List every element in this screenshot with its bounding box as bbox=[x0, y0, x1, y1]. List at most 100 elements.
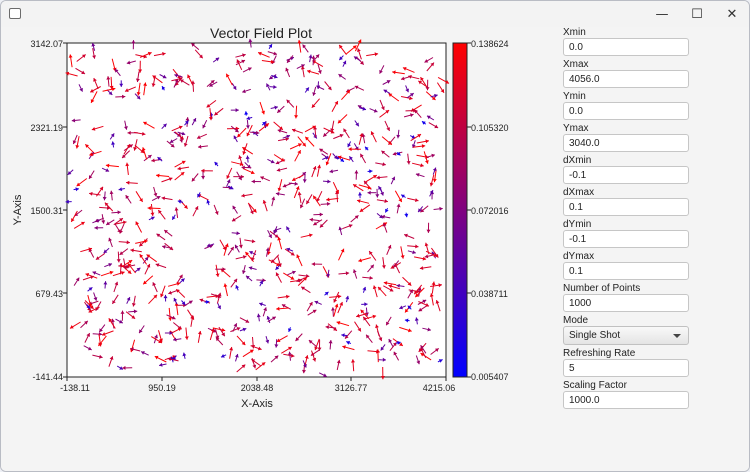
vector-arrow-head bbox=[259, 280, 263, 285]
vector-arrow-head bbox=[340, 248, 345, 253]
vector-arrow-head bbox=[393, 351, 398, 356]
dymin-field[interactable]: -0.1 bbox=[563, 230, 689, 248]
vector-arrow-head bbox=[363, 316, 367, 321]
ymin-field[interactable]: 0.0 bbox=[563, 102, 689, 120]
vector-arrow-head bbox=[355, 122, 359, 127]
vector-arrow-head bbox=[177, 166, 181, 171]
vector-arrow-head bbox=[432, 167, 437, 172]
vector-arrow-head bbox=[413, 108, 417, 113]
vector-arrow-head bbox=[178, 125, 183, 130]
scaling-factor-field[interactable]: 1000.0 bbox=[563, 391, 689, 409]
vector-arrow-head bbox=[185, 117, 190, 121]
vector-arrow-head bbox=[414, 290, 418, 295]
vector-arrow-head bbox=[376, 349, 380, 354]
vector-arrow-head bbox=[420, 163, 424, 168]
maximize-button[interactable]: ☐ bbox=[674, 1, 720, 27]
vector-arrow-head bbox=[338, 155, 342, 160]
y-tick-label: 679.43 bbox=[35, 289, 63, 299]
dxmin-field[interactable]: -0.1 bbox=[563, 166, 689, 184]
vector-arrow-head bbox=[126, 144, 131, 148]
vector-arrow-head bbox=[244, 111, 249, 115]
vector-arrow-head bbox=[429, 182, 434, 187]
vector-arrow-head bbox=[236, 231, 240, 236]
vector-arrow-head bbox=[297, 150, 301, 154]
colorbar-tick-label: 0.005407 bbox=[471, 372, 509, 382]
vector-arrow-head bbox=[385, 110, 390, 114]
vector-arrow-head bbox=[369, 169, 373, 174]
vector-arrow-head bbox=[417, 134, 421, 138]
vector-arrow-head bbox=[276, 338, 281, 342]
vector-arrow-head bbox=[274, 355, 279, 360]
vector-arrow-head bbox=[168, 177, 173, 181]
ymax-field[interactable]: 3040.0 bbox=[563, 134, 689, 152]
vector-arrow-head bbox=[139, 242, 143, 247]
vector-arrow-head bbox=[405, 88, 409, 93]
vector-arrow-head bbox=[235, 285, 240, 289]
vector-arrow-head bbox=[111, 87, 116, 92]
vector-arrow-head bbox=[206, 199, 211, 204]
vector-arrow-head bbox=[271, 259, 275, 263]
vector-arrow-head bbox=[197, 135, 201, 139]
minimize-button[interactable]: — bbox=[639, 1, 685, 27]
vector-arrow-head bbox=[305, 87, 309, 92]
vector-arrow-head bbox=[126, 240, 130, 245]
close-button[interactable]: ✕ bbox=[709, 1, 749, 27]
vector-arrow-head bbox=[94, 225, 98, 230]
vector-arrow-head bbox=[122, 365, 126, 370]
vector-arrow-head bbox=[279, 126, 283, 130]
vector-arrow-head bbox=[206, 243, 211, 248]
xmin-field[interactable]: 0.0 bbox=[563, 38, 689, 56]
vector-arrow-head bbox=[294, 181, 298, 186]
vector-arrow-head bbox=[358, 258, 362, 263]
vector-arrow-head bbox=[415, 293, 419, 298]
vector-arrow-head bbox=[414, 317, 419, 321]
vector-arrow-head bbox=[422, 256, 427, 261]
vector-arrow-head bbox=[357, 199, 361, 203]
dxmax-label: dXmax bbox=[563, 187, 595, 198]
vector-arrow-head bbox=[356, 313, 360, 318]
vector-arrow-head bbox=[408, 328, 412, 333]
vector-arrow-head bbox=[223, 283, 228, 287]
vector-arrow-head bbox=[383, 281, 388, 285]
vector-arrows bbox=[65, 38, 450, 380]
vector-arrow-head bbox=[141, 131, 146, 136]
dymax-field[interactable]: 0.1 bbox=[563, 262, 689, 280]
vector-arrow-head bbox=[278, 263, 282, 267]
vector-arrow-head bbox=[241, 59, 245, 64]
vector-arrow-head bbox=[396, 151, 401, 156]
vector-arrow-head bbox=[389, 288, 394, 292]
vector-arrow-head bbox=[157, 157, 162, 161]
vector-arrow-head bbox=[214, 111, 219, 116]
vector-arrow-head bbox=[178, 77, 183, 81]
vector-arrow-head bbox=[99, 354, 103, 359]
num-points-field[interactable]: 1000 bbox=[563, 294, 689, 312]
vector-arrow-head bbox=[75, 187, 79, 192]
vector-arrow-head bbox=[251, 345, 256, 349]
vector-arrow-head bbox=[169, 139, 174, 143]
vector-arrow-head bbox=[75, 277, 80, 282]
vector-arrow-head bbox=[187, 74, 191, 79]
vector-arrow-head bbox=[152, 282, 157, 286]
vector-arrow-head bbox=[290, 276, 295, 280]
vector-arrow-head bbox=[335, 189, 339, 194]
vector-arrow-head bbox=[277, 187, 282, 192]
refresh-rate-field[interactable]: 5 bbox=[563, 359, 689, 377]
vector-arrow-head bbox=[297, 191, 302, 196]
mode-select[interactable]: Single Shot bbox=[563, 326, 689, 345]
vector-arrow-head bbox=[354, 85, 359, 90]
xmax-field[interactable]: 4056.0 bbox=[563, 70, 689, 88]
vector-arrow-head bbox=[117, 210, 121, 215]
vector-arrow-head bbox=[221, 354, 225, 358]
vector-arrow-head bbox=[402, 67, 407, 71]
vector-arrow-head bbox=[418, 208, 422, 213]
vector-arrow-head bbox=[438, 359, 443, 363]
vector-arrow-head bbox=[99, 186, 103, 191]
vector-arrow-head bbox=[109, 270, 114, 275]
vector-arrow-head bbox=[392, 151, 397, 156]
vector-arrow-head bbox=[285, 137, 289, 142]
vector-arrow-head bbox=[232, 217, 236, 222]
vector-arrow-head bbox=[399, 305, 403, 310]
vector-arrow-head bbox=[160, 293, 164, 298]
dxmax-field[interactable]: 0.1 bbox=[563, 198, 689, 216]
